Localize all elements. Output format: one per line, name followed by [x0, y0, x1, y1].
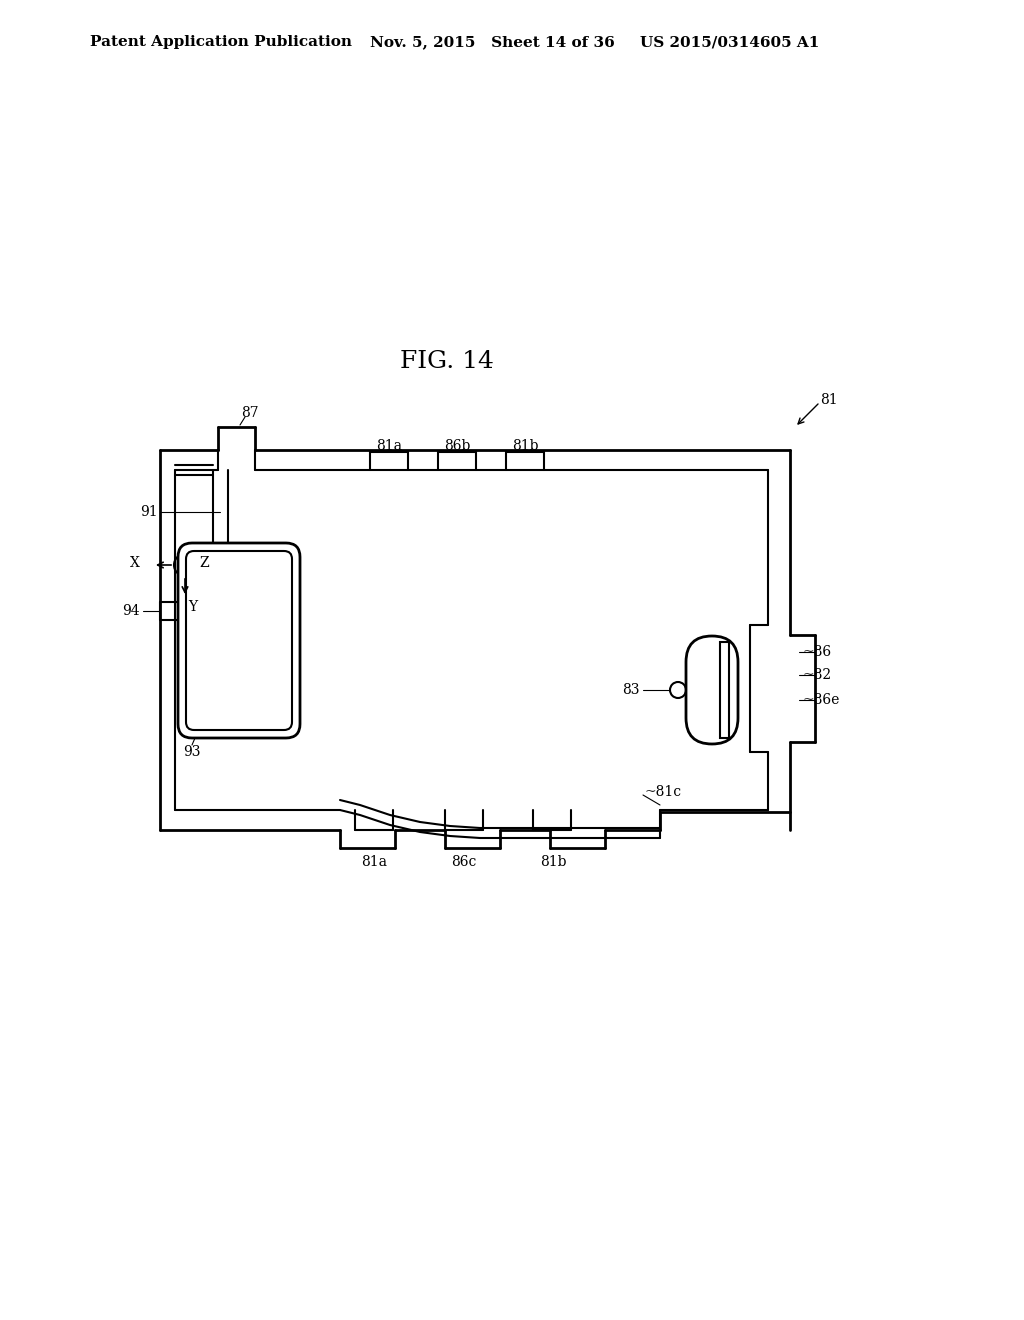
- Text: 93: 93: [183, 744, 201, 759]
- Text: 81b: 81b: [512, 440, 539, 453]
- Text: ~86e: ~86e: [803, 693, 841, 708]
- Text: 94: 94: [123, 605, 140, 618]
- Text: FIG. 14: FIG. 14: [400, 350, 494, 374]
- Text: X: X: [130, 556, 140, 570]
- Text: 81a: 81a: [361, 855, 387, 869]
- Text: 81b: 81b: [540, 855, 566, 869]
- Text: 91: 91: [140, 506, 158, 519]
- Text: 86c: 86c: [452, 855, 477, 869]
- Text: 87: 87: [241, 407, 259, 420]
- Circle shape: [182, 562, 188, 568]
- Text: ~82: ~82: [803, 668, 833, 682]
- Text: ~81c: ~81c: [645, 785, 682, 799]
- Text: Nov. 5, 2015   Sheet 14 of 36: Nov. 5, 2015 Sheet 14 of 36: [370, 36, 614, 49]
- Text: ~86: ~86: [803, 645, 833, 659]
- Text: 83: 83: [623, 682, 640, 697]
- Text: 81: 81: [820, 393, 838, 407]
- Text: Patent Application Publication: Patent Application Publication: [90, 36, 352, 49]
- Text: US 2015/0314605 A1: US 2015/0314605 A1: [640, 36, 819, 49]
- FancyBboxPatch shape: [178, 543, 300, 738]
- Text: Y: Y: [188, 601, 198, 614]
- Text: 86b: 86b: [443, 440, 470, 453]
- Text: Z: Z: [199, 556, 209, 570]
- Bar: [720, 642, 729, 738]
- Text: 81a: 81a: [376, 440, 402, 453]
- FancyBboxPatch shape: [686, 636, 738, 744]
